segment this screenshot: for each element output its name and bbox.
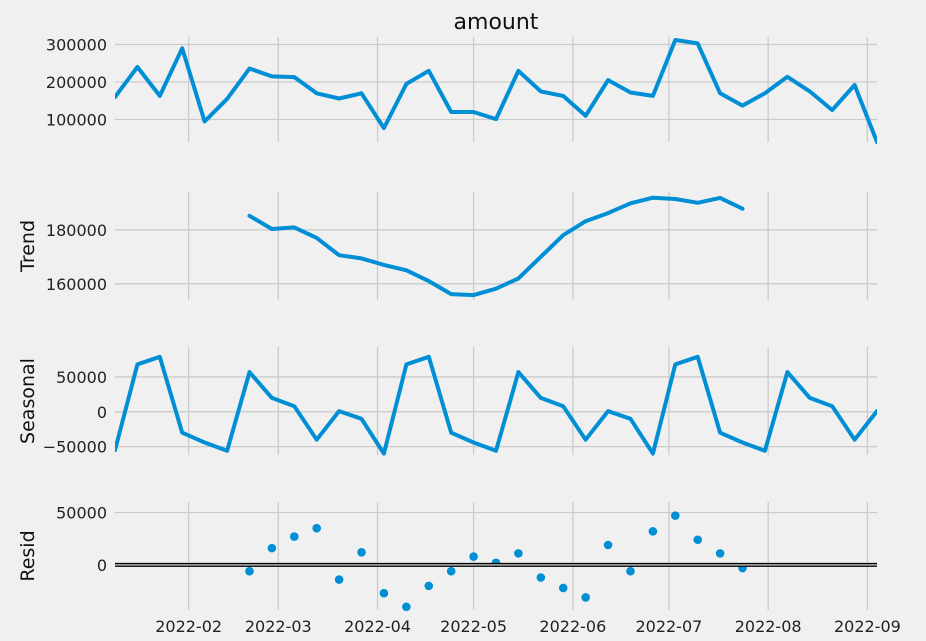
resid-point bbox=[446, 566, 456, 576]
y-tick-label: −50000 bbox=[43, 438, 107, 457]
plot-area bbox=[245, 511, 747, 612]
resid-point bbox=[267, 543, 277, 553]
resid-point bbox=[402, 602, 411, 612]
x-tick-label: 2022-06 bbox=[539, 617, 606, 636]
series-line-observed bbox=[115, 38, 877, 144]
y-axis-label: Trend bbox=[17, 220, 39, 273]
resid-point bbox=[312, 523, 322, 533]
x-tick-label: 2022-02 bbox=[155, 617, 222, 636]
plot-area bbox=[115, 38, 877, 144]
y-tick-label: 0 bbox=[97, 556, 107, 575]
x-tick-label: 2022-04 bbox=[344, 617, 411, 636]
y-tick-label: 50000 bbox=[56, 503, 107, 522]
x-tick-label: 2022-05 bbox=[440, 617, 507, 636]
resid-point bbox=[603, 540, 613, 550]
y-tick-label: 180000 bbox=[46, 221, 107, 240]
series-line-seasonal bbox=[115, 354, 877, 456]
resid-point bbox=[334, 575, 344, 584]
y-tick-label: 100000 bbox=[46, 111, 107, 130]
resid-point bbox=[626, 566, 635, 576]
resid-point bbox=[670, 511, 680, 520]
resid-point bbox=[379, 588, 389, 598]
y-tick-label: 160000 bbox=[46, 275, 107, 294]
resid-point bbox=[536, 573, 546, 582]
x-tick-label: 2022-03 bbox=[245, 617, 312, 636]
resid-point bbox=[558, 583, 568, 593]
y-axis-label: Resid bbox=[17, 530, 39, 581]
x-axis: 2022-02 2022-03 2022-04 2022-05 2022-06 2022-… bbox=[155, 617, 901, 636]
plot-area bbox=[115, 354, 877, 456]
resid-point bbox=[245, 566, 254, 576]
resid-point bbox=[424, 581, 434, 591]
panel-resid: 0 50000 Resid bbox=[17, 502, 877, 612]
x-tick-label: 2022-09 bbox=[834, 617, 901, 636]
plot-area bbox=[247, 195, 745, 298]
resid-point bbox=[693, 535, 703, 545]
resid-point bbox=[357, 548, 366, 557]
series-line-trend bbox=[247, 195, 745, 298]
panel-observed: 100000 200000 300000 amount bbox=[46, 10, 877, 144]
y-axis-label: Seasonal bbox=[17, 358, 39, 444]
resid-point bbox=[469, 552, 478, 561]
x-tick-label: 2022-07 bbox=[635, 617, 702, 636]
resid-point bbox=[715, 549, 725, 558]
resid-point bbox=[581, 593, 590, 602]
y-tick-label: 300000 bbox=[46, 36, 107, 55]
y-tick-label: 0 bbox=[97, 403, 107, 422]
resid-point bbox=[289, 532, 299, 541]
panel-seasonal: −50000 0 50000 Seasonal bbox=[17, 347, 877, 457]
x-tick-label: 2022-08 bbox=[735, 617, 802, 636]
resid-point bbox=[648, 527, 658, 536]
chart-title: amount bbox=[454, 10, 539, 35]
y-tick-label: 200000 bbox=[46, 73, 107, 92]
resid-point bbox=[514, 549, 523, 558]
panel-trend: 160000 180000 Trend bbox=[17, 192, 877, 300]
y-tick-label: 50000 bbox=[56, 368, 107, 387]
